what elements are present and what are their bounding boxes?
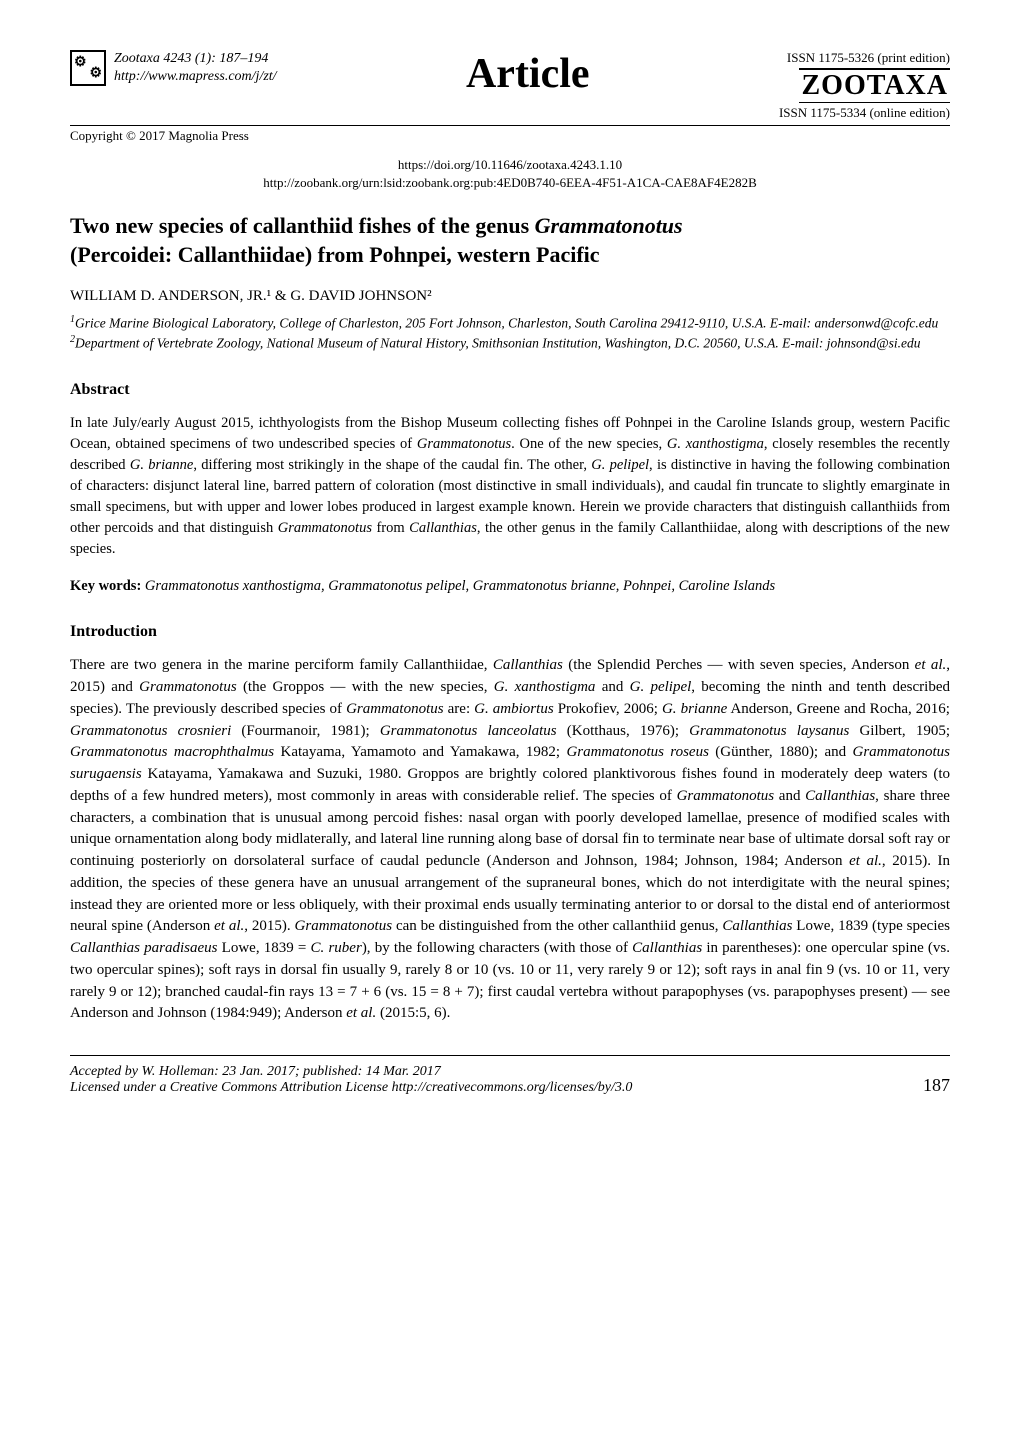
article-label: Article bbox=[466, 50, 590, 98]
issn-online: ISSN 1175-5334 (online edition) bbox=[779, 105, 950, 121]
keywords-text: Grammatonotus xanthostigma, Grammatonotu… bbox=[141, 578, 775, 594]
header-right: ISSN 1175-5326 (print edition) ZOOTAXA I… bbox=[779, 50, 950, 121]
zoobank-url: http://zoobank.org/urn:lsid:zoobank.org:… bbox=[70, 174, 950, 192]
zootaxa-wordmark: ZOOTAXA bbox=[799, 68, 950, 103]
paper-title: Two new species of callanthiid fishes of… bbox=[70, 212, 950, 269]
affiliation-1: Grice Marine Biological Laboratory, Coll… bbox=[75, 315, 938, 330]
authors: WILLIAM D. ANDERSON, JR.¹ & G. DAVID JOH… bbox=[70, 288, 950, 305]
keywords-label: Key words: bbox=[70, 578, 141, 594]
journal-reference: Zootaxa 4243 (1): 187–194 bbox=[114, 50, 277, 68]
affiliation-2: Department of Vertebrate Zoology, Nation… bbox=[75, 335, 921, 350]
header-left: Zootaxa 4243 (1): 187–194 http://www.map… bbox=[70, 50, 277, 86]
zootaxa-icon bbox=[70, 50, 106, 86]
journal-url: http://www.mapress.com/j/zt/ bbox=[114, 68, 277, 86]
keywords: Key words: Grammatonotus xanthostigma, G… bbox=[70, 578, 950, 595]
page-number: 187 bbox=[923, 1075, 950, 1096]
title-part2: (Percoidei: Callanthiidae) from Pohnpei,… bbox=[70, 242, 600, 267]
footer-left: Accepted by W. Holleman: 23 Jan. 2017; p… bbox=[70, 1064, 632, 1096]
title-part1: Two new species of callanthiid fishes of… bbox=[70, 213, 535, 238]
abstract-text: In late July/early August 2015, ichthyol… bbox=[70, 413, 950, 560]
title-genus: Grammatonotus bbox=[535, 213, 683, 238]
license-line: Licensed under a Creative Commons Attrib… bbox=[70, 1080, 632, 1096]
doi-block: https://doi.org/10.11646/zootaxa.4243.1.… bbox=[70, 156, 950, 192]
issn-print: ISSN 1175-5326 (print edition) bbox=[779, 50, 950, 66]
copyright-text: Copyright © 2017 Magnolia Press bbox=[70, 128, 249, 144]
doi-url: https://doi.org/10.11646/zootaxa.4243.1.… bbox=[70, 156, 950, 174]
accepted-line: Accepted by W. Holleman: 23 Jan. 2017; p… bbox=[70, 1064, 632, 1080]
affiliations: 1Grice Marine Biological Laboratory, Col… bbox=[70, 313, 950, 354]
copyright-row: Copyright © 2017 Magnolia Press bbox=[70, 125, 950, 144]
introduction-heading: Introduction bbox=[70, 623, 950, 641]
abstract-heading: Abstract bbox=[70, 381, 950, 399]
journal-header: Zootaxa 4243 (1): 187–194 http://www.map… bbox=[70, 50, 950, 121]
journal-info: Zootaxa 4243 (1): 187–194 http://www.map… bbox=[114, 50, 277, 86]
introduction-text: There are two genera in the marine perci… bbox=[70, 655, 950, 1025]
footer: Accepted by W. Holleman: 23 Jan. 2017; p… bbox=[70, 1055, 950, 1096]
